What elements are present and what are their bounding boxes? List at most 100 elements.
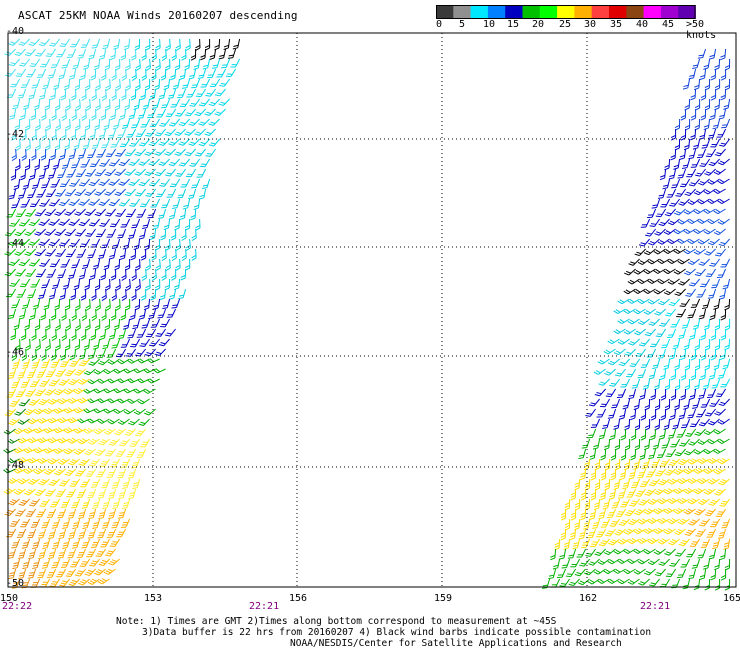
wind-barb [41,558,51,569]
wind-barb [719,548,727,561]
wind-barb [111,478,121,489]
wind-barb [74,228,86,237]
wind-barb [114,98,121,111]
wind-barb [667,517,680,525]
wind-barb [93,428,106,435]
wind-barb [29,168,37,180]
wind-barb [13,178,21,190]
wind-barb [147,108,157,119]
wind-barb [720,568,727,581]
wind-barb [128,108,137,120]
wind-barb [110,268,117,281]
wind-barb [106,528,117,538]
wind-barb [697,438,710,445]
wind-barb [647,278,660,284]
wind-barb [95,78,101,91]
wind-barb [44,228,56,236]
wind-barb [724,558,731,571]
wind-barb [65,98,71,111]
wind-barb [41,358,51,369]
wind-barb [144,238,151,251]
wind-barb [597,358,610,365]
wind-barb [567,548,577,559]
wind-barb [140,118,151,128]
wind-barb [577,578,590,586]
wind-barb [663,358,671,370]
wind-barb [17,478,30,485]
wind-barb [20,78,31,88]
wind-barb [13,318,21,331]
wind-barb [158,158,170,166]
wind-barb [55,488,67,498]
wind-barb [720,88,727,101]
wind-barb [140,248,147,261]
wind-barb [78,198,90,206]
wind-barb [24,228,36,236]
wind-barb [225,68,237,78]
wind-barb [45,368,57,378]
wind-barb [119,138,131,148]
wind-barb [97,378,110,384]
wind-barb [65,318,71,331]
wind-barb [193,198,201,211]
wind-barb [29,198,41,208]
wind-barb [560,508,567,521]
wind-barb [159,118,171,127]
wind-barb [669,408,677,421]
wind-barb [83,58,91,70]
wind-barb [714,98,721,111]
wind-barb [714,408,726,416]
wind-barb [709,258,721,267]
wind-barb [97,488,107,499]
wind-barb [709,308,717,321]
wind-barb [670,148,677,161]
wind-barb [107,358,120,365]
map-frame [7,32,737,588]
wind-barb [118,438,130,447]
wind-barb [693,228,706,234]
wind-barb [31,178,41,189]
wind-barb [38,548,47,560]
wind-barb [25,118,31,131]
wind-barb [622,478,631,490]
wind-barb [84,568,96,577]
wind-barb [154,238,161,251]
wind-barb [684,528,696,537]
wind-barb [168,118,180,127]
wind-barb [604,478,611,491]
wind-barb [103,118,111,130]
wind-barb [105,78,111,91]
wind-barb [103,258,111,271]
wind-barb [688,178,700,187]
wind-barb [63,427,76,434]
x-tick-label: 156 [289,593,308,604]
pass-time-label: 22:21 [640,601,671,612]
wind-barb [580,468,587,481]
wind-barb [85,298,91,311]
wind-barb [596,528,607,538]
legend-swatch [487,5,506,19]
wind-barb [189,98,201,107]
wind-barb [124,258,131,271]
wind-barb [105,548,116,557]
wind-barb [87,378,100,385]
wind-barb [633,568,646,575]
wind-barb [28,88,37,100]
wind-barb [694,338,701,351]
wind-barb [160,228,167,241]
wind-barb [117,128,127,139]
wind-barb [175,108,187,117]
wind-barb [38,218,50,226]
wind-barb [115,58,121,71]
wind-barb [705,408,716,417]
wind-barb [704,358,711,371]
note-line-2: 3)Data buffer is 22 hrs from 20160207 4)… [142,627,652,638]
wind-barb [145,278,151,291]
wind-barb [715,388,727,398]
wind-barb [702,298,711,310]
wind-barb [32,558,41,570]
wind-barb [77,418,90,424]
wind-barb [155,278,161,291]
wind-barb [28,498,40,507]
